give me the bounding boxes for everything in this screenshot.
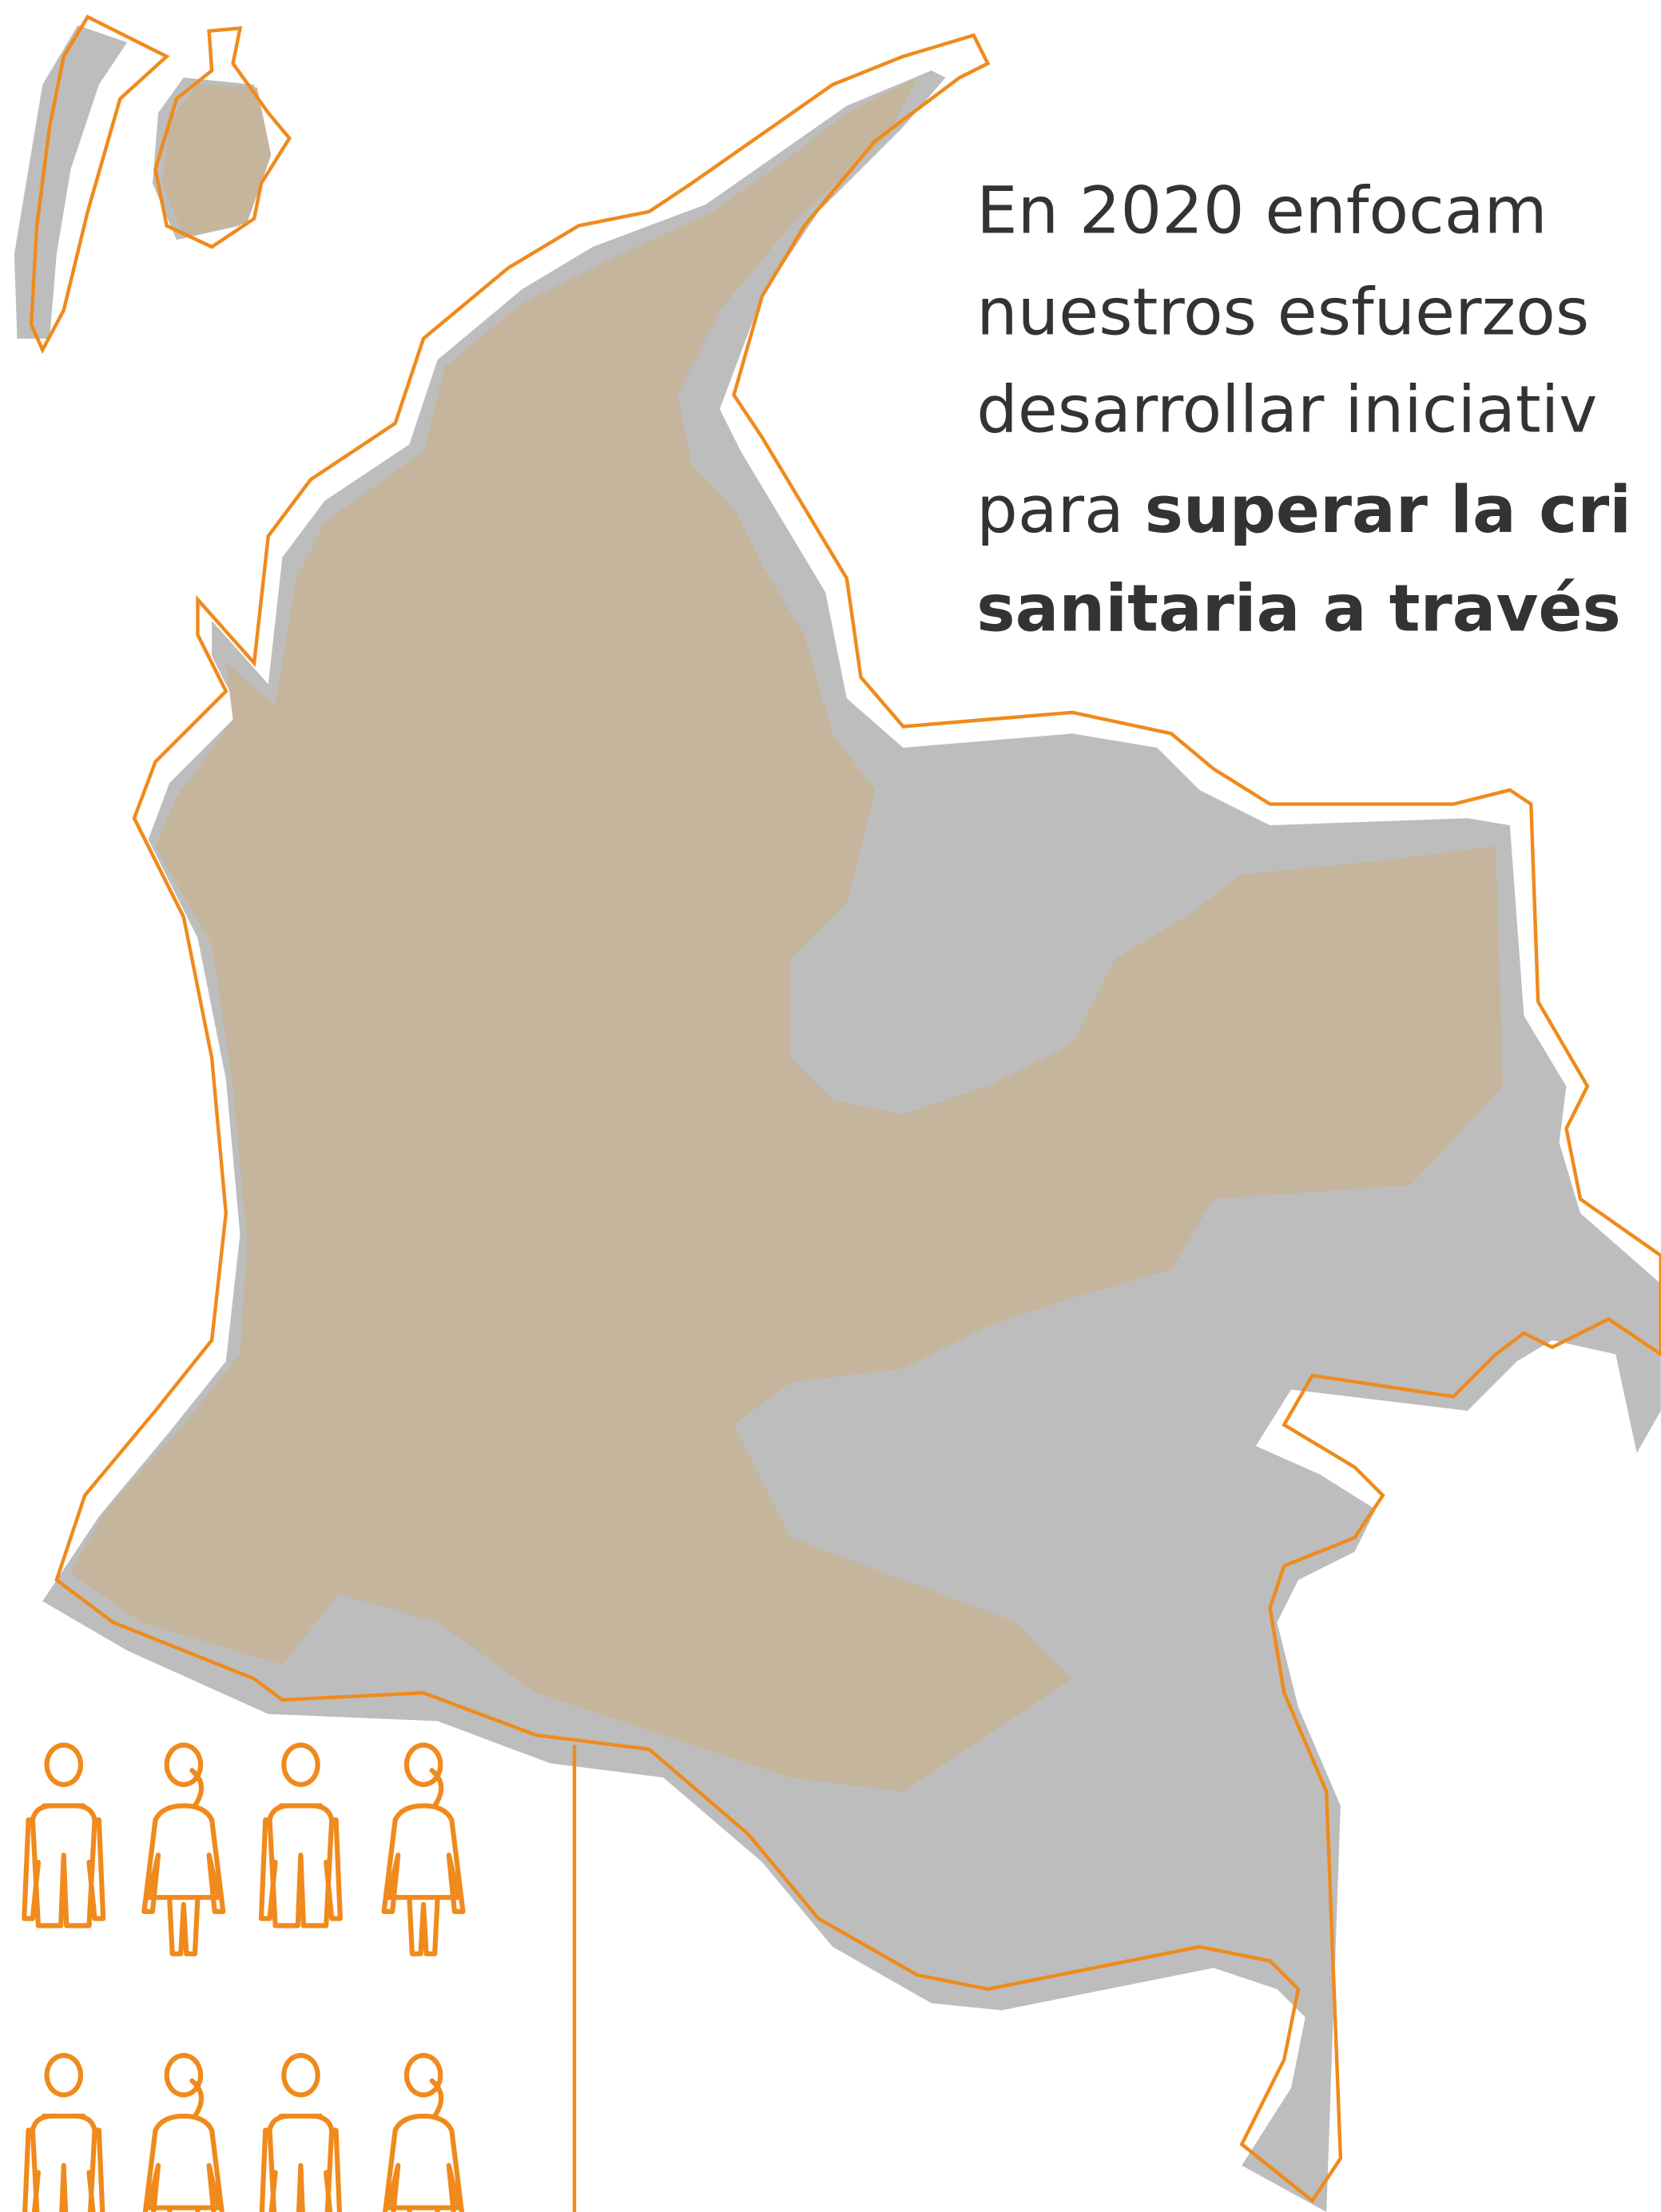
country-outline xyxy=(54,33,1661,2204)
woman-icon xyxy=(381,1742,466,1956)
island-fill xyxy=(162,84,272,237)
people-icons xyxy=(22,1742,466,2212)
country-fill xyxy=(70,77,1503,1792)
island-outline xyxy=(29,14,292,354)
paragraph: En 2020 enfocam nuestros esfuerzos desar… xyxy=(976,173,1631,646)
man-icon xyxy=(22,2052,105,2212)
text-line: desarrollar iniciativ xyxy=(976,372,1597,447)
woman-icon xyxy=(141,1742,226,1956)
man-icon xyxy=(22,1742,106,1928)
man-icon xyxy=(259,2052,343,2212)
text-line: sanitaria a través xyxy=(976,571,1621,646)
text-bold: superar la cri xyxy=(1145,473,1632,548)
text-line: para superar la cri xyxy=(976,473,1631,548)
man-icon xyxy=(258,1742,343,1928)
woman-icon xyxy=(382,2052,465,2212)
text-line: nuestros esfuerzos xyxy=(976,276,1589,351)
text-regular: para xyxy=(976,473,1144,548)
map xyxy=(14,14,1661,2212)
text-line: En 2020 enfocam xyxy=(976,173,1547,248)
woman-icon xyxy=(142,2052,225,2212)
